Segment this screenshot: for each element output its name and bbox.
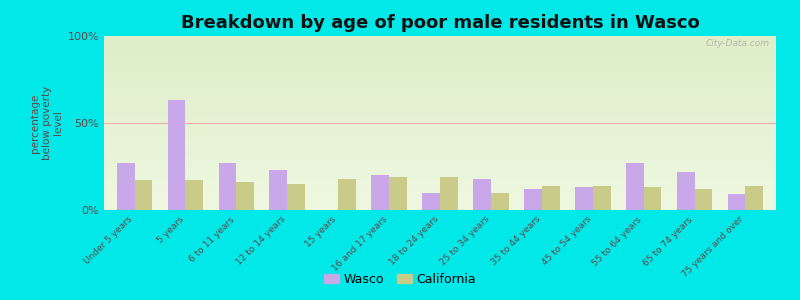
Bar <box>338 179 356 210</box>
Bar <box>575 188 593 210</box>
Bar <box>626 163 644 210</box>
Bar <box>236 182 254 210</box>
Bar <box>389 177 407 210</box>
Bar <box>186 180 203 210</box>
Bar <box>422 193 440 210</box>
Bar <box>117 163 134 210</box>
Bar <box>677 172 694 210</box>
Legend: Wasco, California: Wasco, California <box>318 268 482 291</box>
Bar <box>270 170 287 210</box>
Bar <box>746 186 763 210</box>
Bar <box>473 179 491 210</box>
Bar <box>694 189 712 210</box>
Bar <box>134 180 152 210</box>
Title: Breakdown by age of poor male residents in Wasco: Breakdown by age of poor male residents … <box>181 14 699 32</box>
Bar <box>371 175 389 210</box>
Bar <box>644 188 662 210</box>
Bar <box>728 194 746 210</box>
Bar <box>593 186 610 210</box>
Bar <box>524 189 542 210</box>
Bar <box>168 100 186 210</box>
Text: City-Data.com: City-Data.com <box>706 40 770 49</box>
Bar <box>440 177 458 210</box>
Bar <box>287 184 305 210</box>
Bar <box>542 186 560 210</box>
Y-axis label: percentage
below poverty
level: percentage below poverty level <box>30 86 63 160</box>
Bar <box>218 163 236 210</box>
Bar <box>491 193 509 210</box>
